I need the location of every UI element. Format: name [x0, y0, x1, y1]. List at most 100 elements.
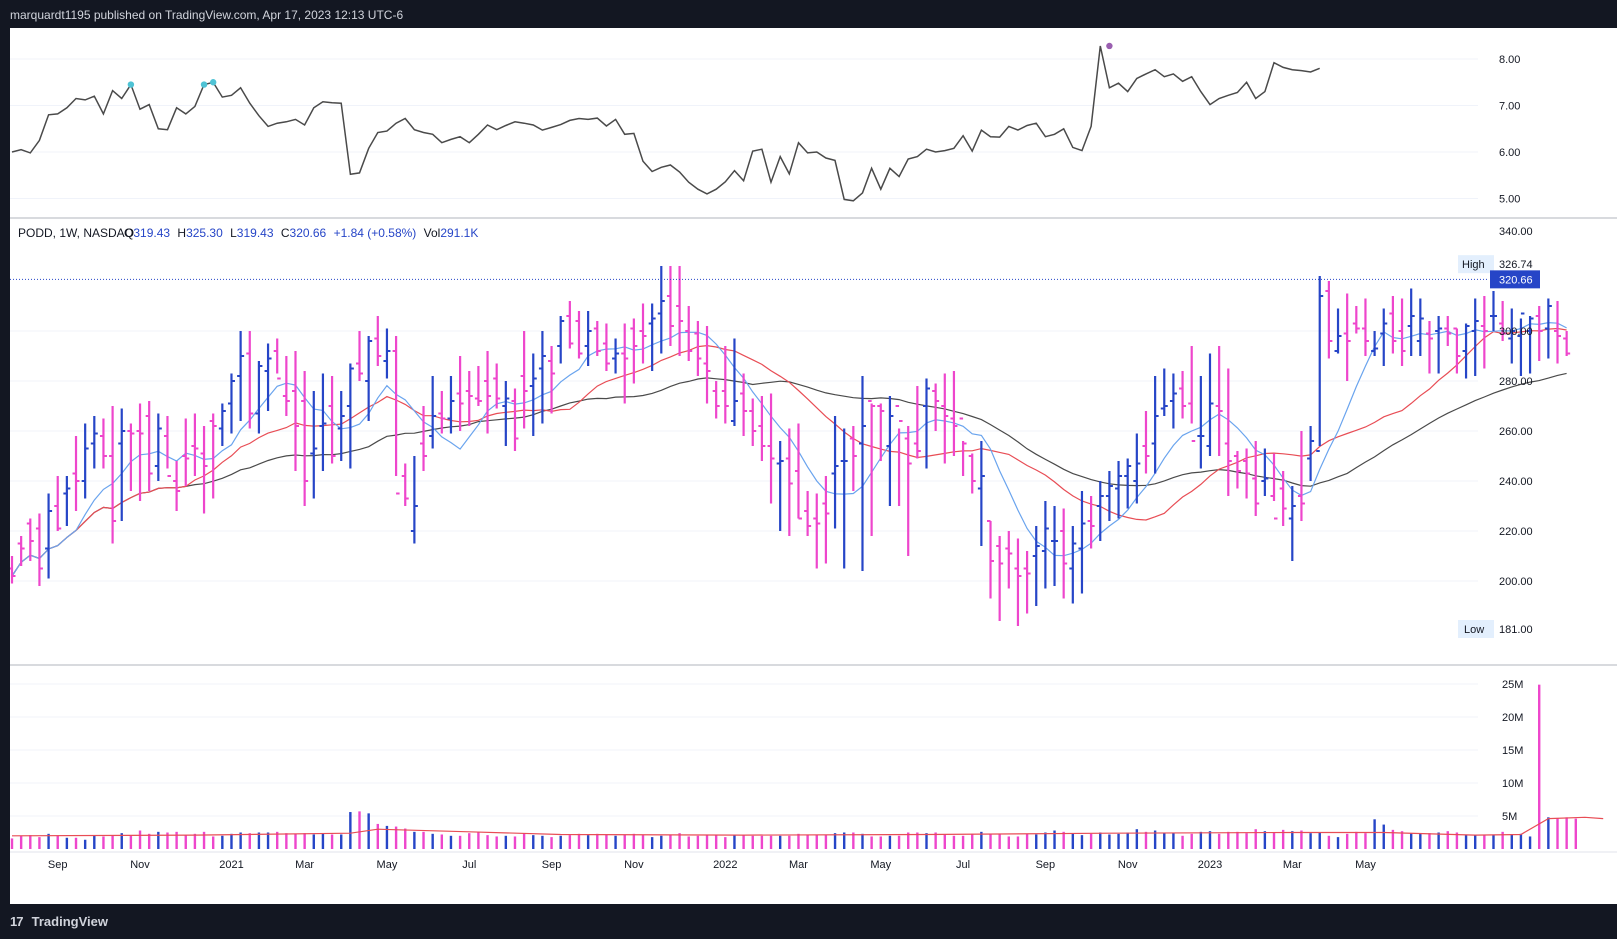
volume-bar [1071, 833, 1075, 849]
ohlc-bar [849, 426, 857, 491]
high-label-box [1458, 255, 1494, 274]
volume-bar [760, 835, 764, 849]
ohlc-bar [1425, 321, 1433, 374]
price-panel [10, 266, 1571, 626]
ohlc-bar [822, 476, 830, 564]
volume-bar [1437, 832, 1440, 849]
volume-bar [202, 831, 206, 849]
ohlc-bar [1215, 346, 1223, 456]
volume-bar [83, 839, 87, 849]
ohlc-bar [1544, 298, 1552, 359]
ohlc-bar [749, 398, 757, 446]
ohlc-bar [1352, 306, 1360, 334]
tradingview-logo[interactable]: 17 TradingView [10, 914, 108, 929]
tradingview-brand: TradingView [31, 914, 108, 929]
ohlc-bar [1307, 426, 1315, 481]
ohlc-bar [1380, 308, 1388, 366]
ohlc-bar [538, 331, 546, 424]
ohlc-bar [1471, 298, 1479, 376]
volume-bar [650, 837, 654, 849]
ohlc-bar [932, 383, 940, 431]
tradingview-logo-icon: 17 [10, 914, 23, 929]
volume-bar [248, 833, 251, 849]
volume-bar [1492, 834, 1495, 849]
ohlc-bar [410, 456, 418, 544]
ohlc-bar [301, 371, 309, 506]
ohlc-bar [1517, 312, 1525, 376]
volume-bar [815, 835, 818, 849]
ohlc-bar [173, 461, 181, 511]
ohlc-bar [273, 338, 281, 380]
volume-bar [632, 833, 636, 849]
volume-bar [312, 834, 315, 849]
ohlc-bar [511, 388, 519, 451]
volume-bar [495, 836, 498, 849]
footer-bar: 17 TradingView [0, 904, 1617, 939]
ohlc-bar [10, 556, 16, 584]
volume-bar [1556, 817, 1559, 849]
chart-area[interactable]: 8.00 7.00 6.00 5.00 340.00 300.00 280.00 260.00… [10, 28, 1617, 904]
price-axis-tick: 280.00 [1499, 376, 1533, 388]
ohlc-bar [127, 423, 135, 491]
ohlc-bar [328, 376, 336, 464]
ohlc-bar [1060, 508, 1068, 599]
volume-bar [1309, 833, 1312, 849]
ohlc-bar [99, 418, 107, 469]
volume-bar [778, 835, 782, 849]
ohlc-bar [45, 493, 53, 579]
ohlc-bar [182, 418, 190, 486]
volume-bar [1044, 832, 1047, 849]
ohlc-bar [1041, 501, 1049, 589]
ohlc-bar [383, 328, 391, 379]
volume-bar [38, 837, 41, 849]
volume-bar [129, 835, 133, 849]
price-axis-tick: 200.00 [1499, 576, 1533, 588]
volume-bar [321, 833, 325, 849]
ohlc-bar [1297, 431, 1305, 521]
ohlc-bar [1389, 296, 1397, 354]
volume-bar [888, 835, 892, 849]
volume-bar [577, 833, 581, 849]
volume-bar [1501, 831, 1504, 849]
ohlc-bar [1032, 526, 1040, 606]
ohlc-bar [868, 400, 876, 536]
x-axis-label: May [377, 859, 398, 871]
x-axis-label: May [870, 859, 891, 871]
ohlc-bar [1078, 491, 1086, 594]
ohlc-bar [1499, 301, 1507, 341]
volume-bar [724, 837, 727, 849]
volume-bar [157, 831, 160, 849]
ohlc-bar [291, 351, 299, 471]
ohlc-bar [209, 413, 217, 499]
ohlc-bar [54, 476, 62, 531]
volume-bar [1355, 831, 1358, 849]
ohlc-bar [365, 336, 373, 421]
ohlc-bar [593, 321, 601, 356]
ohlc-bar [977, 441, 985, 546]
ohlc-bar [1435, 316, 1443, 374]
volume-bar [550, 837, 553, 849]
price-axis-tick: 240.00 [1499, 476, 1533, 488]
volume-bar [1016, 836, 1020, 849]
ohlc-bar [1197, 376, 1205, 469]
ohlc-bar [794, 423, 802, 520]
ohlc-bar [584, 311, 592, 366]
volume-bar [111, 835, 114, 849]
volume-bar [879, 836, 882, 849]
volume-bar [623, 834, 626, 849]
ohlc-bar [831, 416, 839, 529]
volume-ma-line [11, 816, 1604, 837]
chart-canvas[interactable]: 8.00 7.00 6.00 5.00 340.00 300.00 280.00 260.00… [10, 28, 1617, 904]
volume-bar [367, 813, 370, 849]
volume-bar [440, 834, 444, 849]
ohlc-bar [1051, 506, 1059, 586]
volume-bar [1272, 832, 1276, 849]
ohlc-bar [63, 476, 71, 526]
indicator-marker [127, 81, 135, 88]
volume-bar [1135, 829, 1139, 849]
price-axis-tick: 220.00 [1499, 526, 1533, 538]
ohlc-bar [456, 356, 464, 431]
ohlc-bar [1188, 346, 1196, 442]
volume-bar [1474, 835, 1477, 849]
volume-bar [1419, 833, 1422, 849]
